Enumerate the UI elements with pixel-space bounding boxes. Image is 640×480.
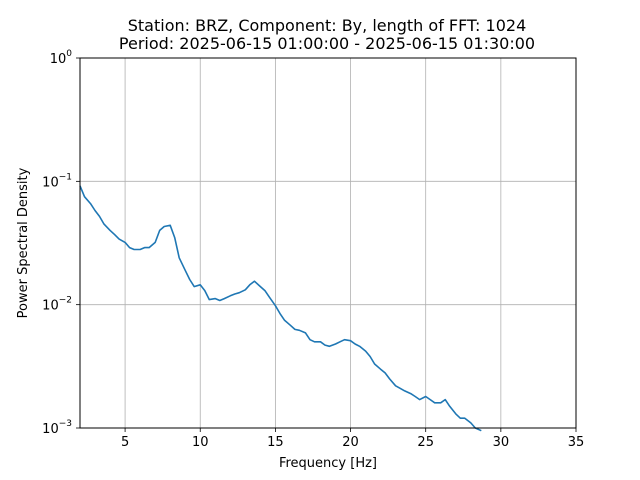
x-tick-label: 5 xyxy=(121,435,129,450)
y-tick-label: 10−1 xyxy=(42,172,72,190)
x-tick-label: 35 xyxy=(568,435,585,450)
y-axis-ticks: 10−3 10−2 10−1 100 xyxy=(42,49,80,437)
x-axis-ticks: 5 10 15 20 25 30 35 xyxy=(121,428,584,450)
x-tick-label: 15 xyxy=(267,435,284,450)
x-tick-label: 20 xyxy=(342,435,359,450)
psd-series-line xyxy=(79,185,482,432)
axes-frame xyxy=(79,57,577,429)
chart-title-line1: Station: BRZ, Component: By, length of F… xyxy=(128,16,527,35)
plot-area xyxy=(79,185,482,432)
x-tick-label: 10 xyxy=(192,435,209,450)
y-axis-label: Power Spectral Density xyxy=(16,167,31,318)
x-tick-label: 25 xyxy=(417,435,434,450)
x-axis-label: Frequency [Hz] xyxy=(279,456,377,471)
x-tick-label: 30 xyxy=(493,435,510,450)
chart-title-line2: Period: 2025-06-15 01:00:00 - 2025-06-15… xyxy=(119,34,535,53)
y-tick-label: 10−2 xyxy=(42,296,72,314)
y-tick-label: 100 xyxy=(50,49,73,67)
y-tick-label: 10−3 xyxy=(42,419,72,437)
